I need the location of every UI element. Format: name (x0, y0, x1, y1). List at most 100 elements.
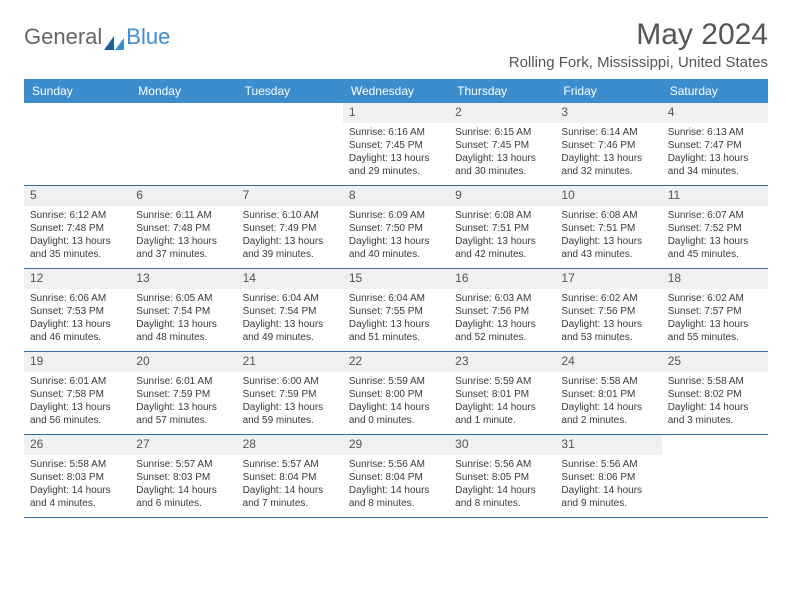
daylight-text: Daylight: 13 hours and 32 minutes. (561, 152, 655, 178)
sunrise-text: Sunrise: 5:59 AM (349, 375, 443, 388)
week-row: 12Sunrise: 6:06 AMSunset: 7:53 PMDayligh… (24, 269, 768, 352)
day-number: 21 (237, 352, 343, 372)
day-cell: 17Sunrise: 6:02 AMSunset: 7:56 PMDayligh… (555, 269, 661, 351)
sunset-text: Sunset: 7:56 PM (561, 305, 655, 318)
day-number: 22 (343, 352, 449, 372)
sunrise-text: Sunrise: 6:04 AM (349, 292, 443, 305)
daylight-text: Daylight: 14 hours and 6 minutes. (136, 484, 230, 510)
daylight-text: Daylight: 13 hours and 43 minutes. (561, 235, 655, 261)
day-number: 28 (237, 435, 343, 455)
month-title: May 2024 (509, 18, 768, 52)
day-number: 10 (555, 186, 661, 206)
sunset-text: Sunset: 8:03 PM (30, 471, 124, 484)
daylight-text: Daylight: 14 hours and 9 minutes. (561, 484, 655, 510)
day-cell: 14Sunrise: 6:04 AMSunset: 7:54 PMDayligh… (237, 269, 343, 351)
brand-logo: General Blue (24, 18, 170, 50)
sunset-text: Sunset: 7:49 PM (243, 222, 337, 235)
day-number: 9 (449, 186, 555, 206)
day-cell: 8Sunrise: 6:09 AMSunset: 7:50 PMDaylight… (343, 186, 449, 268)
sunrise-text: Sunrise: 5:58 AM (30, 458, 124, 471)
day-number: 15 (343, 269, 449, 289)
daylight-text: Daylight: 13 hours and 53 minutes. (561, 318, 655, 344)
title-block: May 2024 Rolling Fork, Mississippi, Unit… (509, 18, 768, 71)
location-text: Rolling Fork, Mississippi, United States (509, 54, 768, 71)
day-number: 24 (555, 352, 661, 372)
brand-part1: General (24, 24, 102, 50)
day-number: 7 (237, 186, 343, 206)
sunset-text: Sunset: 7:54 PM (243, 305, 337, 318)
brand-part2: Blue (126, 24, 170, 50)
day-cell: 2Sunrise: 6:15 AMSunset: 7:45 PMDaylight… (449, 103, 555, 185)
day-number: 11 (662, 186, 768, 206)
sunset-text: Sunset: 7:54 PM (136, 305, 230, 318)
sunset-text: Sunset: 7:57 PM (668, 305, 762, 318)
day-number: 12 (24, 269, 130, 289)
sunset-text: Sunset: 7:48 PM (136, 222, 230, 235)
day-cell: 20Sunrise: 6:01 AMSunset: 7:59 PMDayligh… (130, 352, 236, 434)
daylight-text: Daylight: 14 hours and 4 minutes. (30, 484, 124, 510)
sunrise-text: Sunrise: 5:56 AM (561, 458, 655, 471)
sunrise-text: Sunrise: 6:02 AM (668, 292, 762, 305)
daylight-text: Daylight: 13 hours and 51 minutes. (349, 318, 443, 344)
day-cell (662, 435, 768, 517)
sunrise-text: Sunrise: 6:12 AM (30, 209, 124, 222)
day-cell: 5Sunrise: 6:12 AMSunset: 7:48 PMDaylight… (24, 186, 130, 268)
day-cell: 18Sunrise: 6:02 AMSunset: 7:57 PMDayligh… (662, 269, 768, 351)
day-cell: 1Sunrise: 6:16 AMSunset: 7:45 PMDaylight… (343, 103, 449, 185)
dayhead-sun: Sunday (24, 79, 130, 103)
week-row: 26Sunrise: 5:58 AMSunset: 8:03 PMDayligh… (24, 435, 768, 518)
day-number: 30 (449, 435, 555, 455)
sunrise-text: Sunrise: 6:10 AM (243, 209, 337, 222)
daylight-text: Daylight: 13 hours and 39 minutes. (243, 235, 337, 261)
sunrise-text: Sunrise: 6:04 AM (243, 292, 337, 305)
daylight-text: Daylight: 14 hours and 8 minutes. (349, 484, 443, 510)
sunset-text: Sunset: 7:52 PM (668, 222, 762, 235)
sail-icon (104, 30, 124, 44)
daylight-text: Daylight: 13 hours and 29 minutes. (349, 152, 443, 178)
day-cell (24, 103, 130, 185)
sunrise-text: Sunrise: 6:01 AM (30, 375, 124, 388)
day-number: 16 (449, 269, 555, 289)
day-number: 27 (130, 435, 236, 455)
daylight-text: Daylight: 13 hours and 55 minutes. (668, 318, 762, 344)
sunset-text: Sunset: 8:01 PM (561, 388, 655, 401)
day-cell: 27Sunrise: 5:57 AMSunset: 8:03 PMDayligh… (130, 435, 236, 517)
daylight-text: Daylight: 13 hours and 57 minutes. (136, 401, 230, 427)
daylight-text: Daylight: 14 hours and 1 minute. (455, 401, 549, 427)
sunset-text: Sunset: 7:53 PM (30, 305, 124, 318)
daylight-text: Daylight: 13 hours and 35 minutes. (30, 235, 124, 261)
sunset-text: Sunset: 8:06 PM (561, 471, 655, 484)
daylight-text: Daylight: 13 hours and 42 minutes. (455, 235, 549, 261)
day-number: 14 (237, 269, 343, 289)
sunrise-text: Sunrise: 6:06 AM (30, 292, 124, 305)
day-cell (237, 103, 343, 185)
daylight-text: Daylight: 13 hours and 46 minutes. (30, 318, 124, 344)
sunrise-text: Sunrise: 6:05 AM (136, 292, 230, 305)
sunset-text: Sunset: 7:59 PM (243, 388, 337, 401)
sunset-text: Sunset: 8:02 PM (668, 388, 762, 401)
day-number: 20 (130, 352, 236, 372)
day-cell: 4Sunrise: 6:13 AMSunset: 7:47 PMDaylight… (662, 103, 768, 185)
daylight-text: Daylight: 13 hours and 56 minutes. (30, 401, 124, 427)
sunset-text: Sunset: 7:58 PM (30, 388, 124, 401)
day-number: 19 (24, 352, 130, 372)
daylight-text: Daylight: 14 hours and 0 minutes. (349, 401, 443, 427)
day-cell: 22Sunrise: 5:59 AMSunset: 8:00 PMDayligh… (343, 352, 449, 434)
sunset-text: Sunset: 8:05 PM (455, 471, 549, 484)
daylight-text: Daylight: 13 hours and 30 minutes. (455, 152, 549, 178)
sunrise-text: Sunrise: 6:13 AM (668, 126, 762, 139)
sunrise-text: Sunrise: 5:57 AM (243, 458, 337, 471)
sunrise-text: Sunrise: 6:07 AM (668, 209, 762, 222)
daylight-text: Daylight: 13 hours and 48 minutes. (136, 318, 230, 344)
sunrise-text: Sunrise: 6:08 AM (561, 209, 655, 222)
day-cell: 6Sunrise: 6:11 AMSunset: 7:48 PMDaylight… (130, 186, 236, 268)
sunset-text: Sunset: 8:03 PM (136, 471, 230, 484)
sunrise-text: Sunrise: 5:59 AM (455, 375, 549, 388)
page-header: General Blue May 2024 Rolling Fork, Miss… (24, 18, 768, 71)
day-number: 8 (343, 186, 449, 206)
sunrise-text: Sunrise: 6:03 AM (455, 292, 549, 305)
sunrise-text: Sunrise: 6:00 AM (243, 375, 337, 388)
daylight-text: Daylight: 14 hours and 2 minutes. (561, 401, 655, 427)
daylight-text: Daylight: 13 hours and 52 minutes. (455, 318, 549, 344)
sunrise-text: Sunrise: 5:58 AM (668, 375, 762, 388)
